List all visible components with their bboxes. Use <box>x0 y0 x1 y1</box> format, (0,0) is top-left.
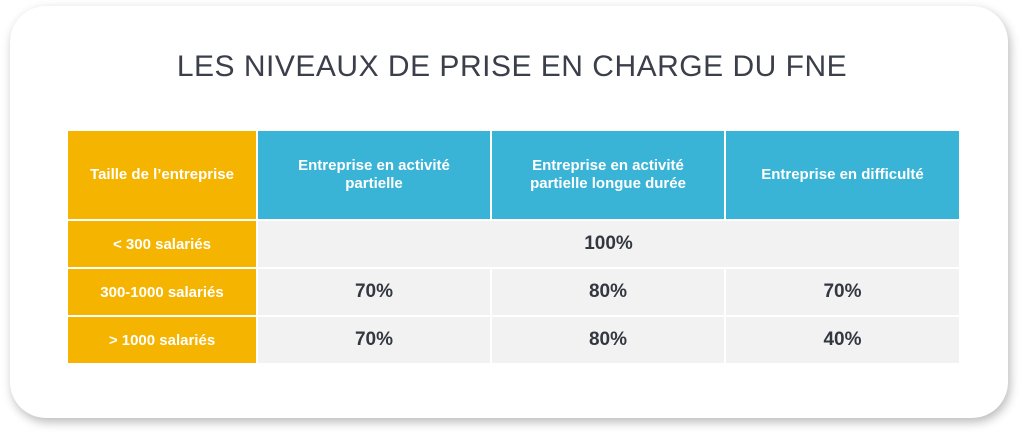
company-size-header-label: Taille de l’entreprise <box>90 166 234 183</box>
row-header: 300-1000 salariés <box>66 267 258 317</box>
table-row: < 300 salariés 100% <box>66 219 961 269</box>
row-header: > 1000 salariés <box>66 315 258 365</box>
coverage-table: Taille de l’entreprise Entreprise en act… <box>66 129 961 365</box>
value-cell: 70% <box>256 267 492 317</box>
value-cell: 70% <box>724 267 961 317</box>
row-header: < 300 salariés <box>66 219 258 269</box>
column-header-label: Entreprise en activité partielle <box>298 157 450 192</box>
column-header-activite-partielle: Entreprise en activité partielle <box>256 129 492 221</box>
column-header-difficulte: Entreprise en difficulté <box>724 129 961 221</box>
value-cell: 70% <box>256 315 492 365</box>
table-row: > 1000 salariés 70% 80% 40% <box>66 315 961 365</box>
value-cell: 80% <box>490 267 726 317</box>
page-title: LES NIVEAUX DE PRISE EN CHARGE DU FNE <box>176 50 848 83</box>
value-cell: 40% <box>724 315 961 365</box>
column-header-label: Entreprise en difficulté <box>761 166 924 183</box>
value-cell: 80% <box>490 315 726 365</box>
table-header-row: Taille de l’entreprise Entreprise en act… <box>66 129 961 221</box>
table-row: 300-1000 salariés 70% 80% 70% <box>66 267 961 317</box>
company-size-header: Taille de l’entreprise <box>66 129 258 221</box>
column-header-activite-partielle-longue-duree: Entreprise en activité partielle longue … <box>490 129 726 221</box>
merged-value-cell: 100% <box>256 219 961 269</box>
column-header-label: Entreprise en activité partielle longue … <box>530 157 686 192</box>
